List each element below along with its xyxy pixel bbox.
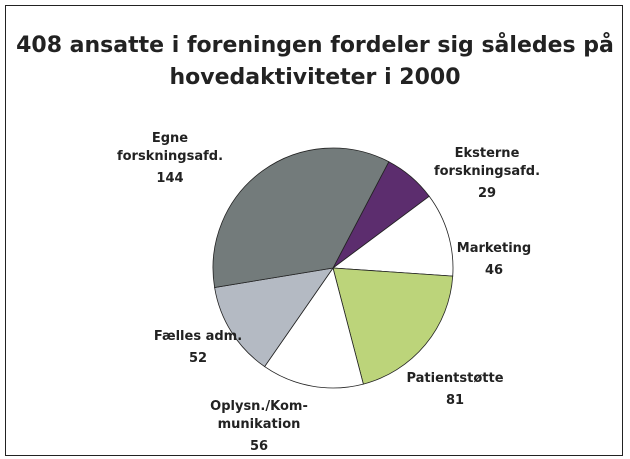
category-label: Egne forskningsafd. bbox=[116, 131, 224, 164]
value-label: 52 bbox=[188, 351, 208, 366]
value-label: 29 bbox=[477, 186, 497, 201]
value-label: 81 bbox=[445, 393, 465, 408]
pie-slice bbox=[212, 147, 390, 288]
pie-slice bbox=[331, 195, 454, 277]
value-label: 46 bbox=[484, 263, 504, 278]
pie-slice bbox=[264, 267, 364, 389]
pie-slice bbox=[214, 267, 334, 368]
category-label: Marketing bbox=[456, 241, 532, 256]
slice-label: Oplysn./Kom- munikation 56 bbox=[210, 398, 308, 456]
pie-slice bbox=[332, 267, 454, 385]
category-label: Eksterne forskningsafd. bbox=[433, 146, 541, 179]
frame bbox=[5, 5, 623, 456]
category-label: Oplysn./Kom- munikation bbox=[210, 399, 308, 432]
slice-label: Fælles adm. 52 bbox=[154, 328, 242, 368]
category-label: Patientstøtte bbox=[406, 371, 504, 386]
value-label: 144 bbox=[156, 171, 184, 186]
category-label: Fælles adm. bbox=[153, 329, 243, 344]
slice-label: Patientstøtte 81 bbox=[406, 370, 503, 410]
slice-label: Marketing 46 bbox=[457, 240, 531, 280]
value-label: 56 bbox=[249, 439, 269, 454]
chart-title: 408 ansatte i foreningen fordeler sig så… bbox=[16, 33, 614, 90]
slice-label: Egne forskningsafd. 144 bbox=[117, 130, 223, 188]
slice-label: Eksterne forskningsafd. 29 bbox=[434, 145, 540, 203]
